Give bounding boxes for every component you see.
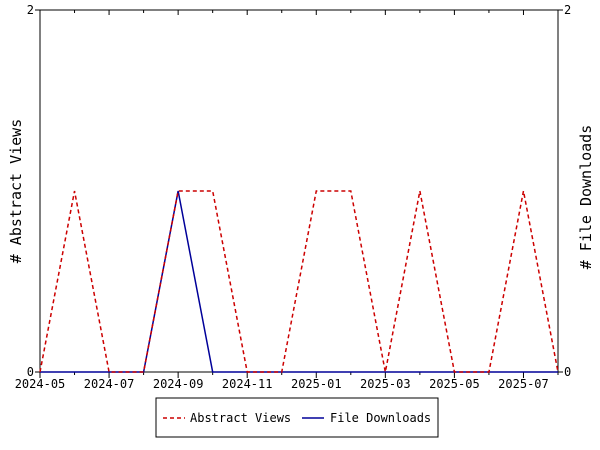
x-tick-label: 2025-01: [291, 377, 342, 391]
legend-label-file-downloads: File Downloads: [330, 411, 431, 425]
legend-box: [155, 397, 439, 438]
x-tick-label: 2025-05: [429, 377, 480, 391]
x-tick-label: 2024-11: [222, 377, 273, 391]
y-tick-label-right: 0: [564, 365, 571, 379]
y-tick-label-left: 0: [27, 365, 34, 379]
series-layer: [39, 190, 559, 373]
x-tick-label: 2024-05: [15, 377, 66, 391]
x-tick-label: 2024-09: [153, 377, 204, 391]
legend: Abstract Views File Downloads: [155, 397, 439, 438]
x-tick-label: 2025-07: [498, 377, 549, 391]
y-axis-title-left: # Abstract Views: [7, 119, 25, 264]
ticks-layer: 2024-05 2024-07 2024-09 2024-11 2025-01 2025-…: [15, 3, 572, 391]
y-tick-label-right: 2: [564, 3, 571, 17]
y-tick-label-left: 2: [27, 3, 34, 17]
plot-frame: [39, 9, 559, 373]
y-axis-title-right: # File Downloads: [577, 125, 595, 270]
x-tick-label: 2024-07: [84, 377, 135, 391]
x-tick-label: 2025-03: [360, 377, 411, 391]
legend-label-abstract-views: Abstract Views: [190, 411, 291, 425]
series-line-abstract-views: [39, 190, 559, 373]
